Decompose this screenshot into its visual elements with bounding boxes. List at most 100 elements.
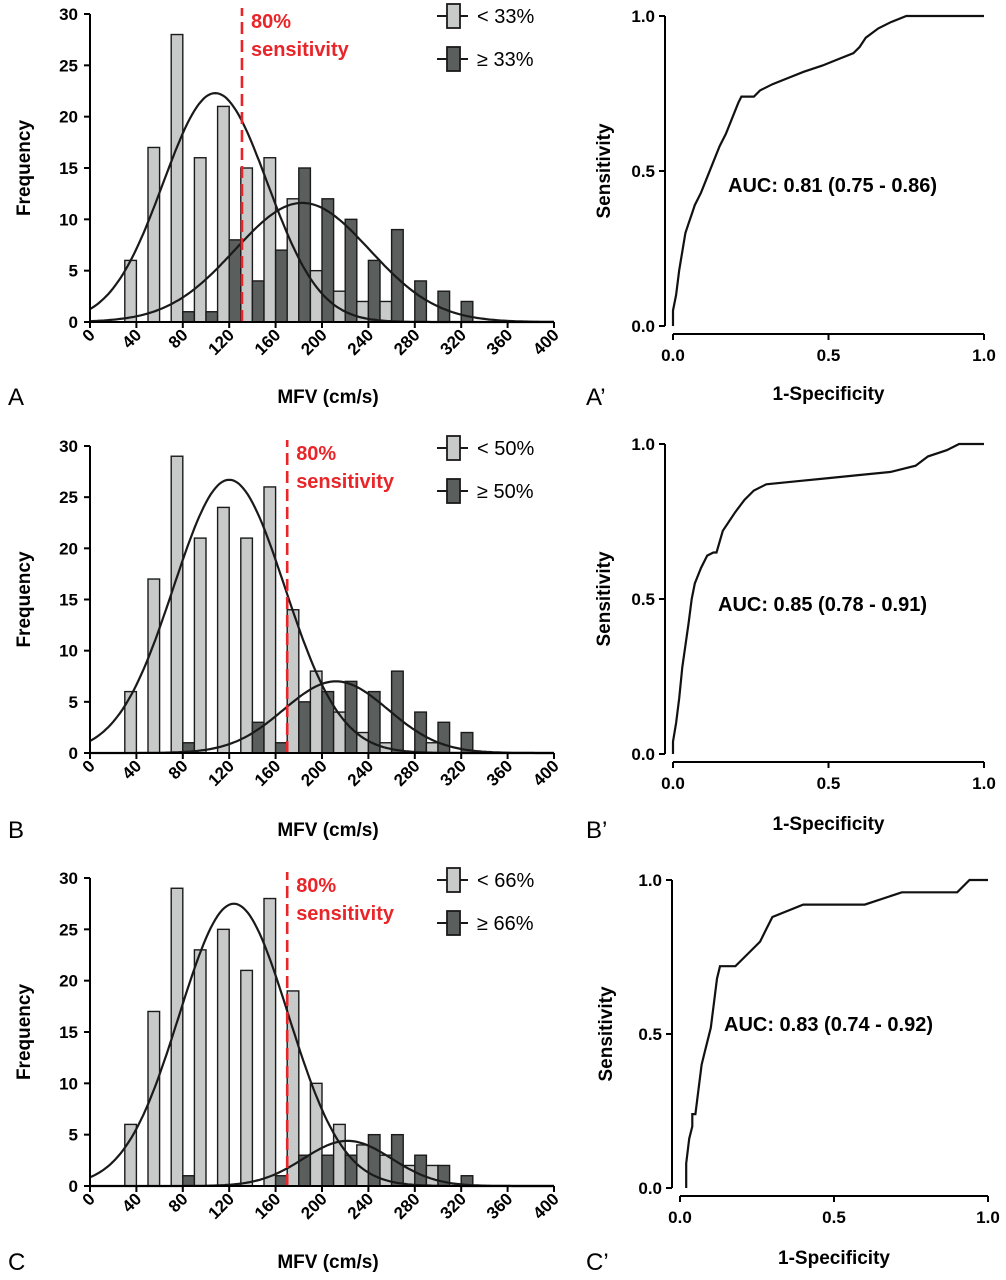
histogram-bar — [414, 280, 428, 323]
x-tick-label: 0.5 — [822, 1208, 846, 1227]
x-tick-label: 200 — [297, 325, 330, 358]
y-tick-label: 0.0 — [638, 1179, 662, 1198]
x-tick-label: 360 — [483, 1189, 516, 1222]
panel-label: B — [8, 817, 24, 844]
histogram-bar — [216, 105, 230, 323]
x-axis-label: MFV (cm/s) — [277, 1252, 378, 1273]
histogram-bar — [263, 157, 277, 323]
auc-annotation: AUC: 0.83 (0.74 - 0.92) — [724, 1014, 933, 1036]
roc-panel-3: 0.0 0.0 0.5 0.5 1.0 1.0 AUC: 0.85 (0.78 - 0.91… — [586, 435, 996, 844]
x-tick-label: 1.0 — [972, 774, 996, 793]
y-axis-label: Frequency — [14, 984, 35, 1081]
histogram-bar — [147, 578, 161, 754]
x-tick-label: 200 — [297, 756, 330, 789]
histogram-bar — [124, 690, 138, 754]
x-tick-label: 280 — [390, 1189, 423, 1222]
histogram-bar — [263, 897, 277, 1187]
legend-swatch — [446, 478, 461, 504]
y-tick-label: 0.5 — [631, 590, 655, 609]
histogram-bar — [286, 609, 300, 754]
legend-swatch — [446, 910, 461, 936]
x-tick-label: 1.0 — [972, 346, 996, 365]
x-tick-label: 120 — [205, 325, 238, 358]
histogram-bar — [344, 1154, 358, 1187]
x-tick-label: 360 — [483, 756, 516, 789]
panel-label: C’ — [586, 1249, 609, 1276]
y-tick-label: 10 — [59, 210, 78, 229]
y-tick-label: 1.0 — [631, 7, 655, 26]
histogram-bar — [321, 1154, 335, 1187]
x-tick-label: 0.0 — [661, 774, 685, 793]
y-tick-label: 30 — [59, 5, 78, 24]
histogram-bar — [298, 701, 312, 754]
x-tick-label: 160 — [251, 325, 284, 358]
histogram-panel-b: 80% sensitivity 0 5 10 15 20 25 30 0 40 80 120 160 200… — [8, 435, 563, 844]
x-tick-label: 200 — [297, 1189, 330, 1222]
x-tick-label: 80 — [165, 325, 192, 352]
y-tick-label: 25 — [59, 56, 78, 75]
x-tick-label: 400 — [529, 325, 562, 358]
y-tick-label: 30 — [59, 437, 78, 456]
histogram-bar — [379, 300, 393, 323]
x-tick-label: 0 — [79, 1189, 99, 1209]
y-tick-label: 10 — [59, 1074, 78, 1093]
y-tick-label: 25 — [59, 488, 78, 507]
x-axis-label: MFV (cm/s) — [277, 820, 378, 841]
threshold-label: 80% — [296, 443, 336, 465]
x-tick-label: 320 — [437, 325, 470, 358]
auc-annotation: AUC: 0.81 (0.75 - 0.86) — [728, 175, 937, 197]
x-tick-label: 400 — [529, 1189, 562, 1222]
y-tick-label: 10 — [59, 642, 78, 661]
y-axis-label: Frequency — [14, 120, 35, 217]
y-axis-label: Sensitivity — [594, 123, 615, 218]
legend-label: < 50% — [477, 438, 534, 460]
y-tick-label: 0.0 — [631, 745, 655, 764]
x-tick-label: 0.0 — [661, 346, 685, 365]
x-tick-label: 280 — [390, 325, 423, 358]
panel-label: C — [8, 1249, 25, 1276]
legend-label: < 33% — [477, 6, 534, 28]
x-tick-label: 400 — [529, 756, 562, 789]
histogram-panel-c: 80% sensitivity 0 5 10 15 20 25 30 0 40 80 120 160 200… — [8, 867, 563, 1276]
y-tick-label: 5 — [69, 1126, 78, 1145]
y-axis-label: Frequency — [14, 551, 35, 648]
threshold-label: sensitivity — [296, 471, 395, 493]
y-axis-label: Sensitivity — [594, 551, 615, 646]
legend-swatch — [446, 867, 461, 893]
y-tick-label: 30 — [59, 869, 78, 888]
x-tick-label: 280 — [390, 756, 423, 789]
y-tick-label: 20 — [59, 539, 78, 558]
threshold-label: sensitivity — [296, 903, 395, 925]
histogram-bar — [216, 506, 230, 754]
x-tick-label: 1.0 — [976, 1208, 1000, 1227]
threshold-label: sensitivity — [251, 39, 350, 61]
y-tick-label: 15 — [59, 591, 78, 610]
threshold-label: 80% — [251, 11, 291, 33]
x-tick-label: 0.0 — [668, 1208, 692, 1227]
histogram-bar — [170, 455, 184, 754]
roc-curve — [685, 878, 988, 1188]
histogram-bar — [263, 486, 277, 754]
roc-curve — [671, 442, 984, 754]
x-tick-label: 40 — [118, 325, 145, 352]
histogram-bar — [193, 157, 207, 323]
legend-swatch — [446, 435, 461, 461]
auc-annotation: AUC: 0.85 (0.78 - 0.91) — [718, 594, 927, 616]
histogram-bar — [251, 280, 265, 323]
y-tick-label: 0.5 — [638, 1025, 662, 1044]
y-tick-label: 5 — [69, 693, 78, 712]
histogram-bar — [274, 1175, 288, 1187]
legend-label: ≥ 33% — [477, 49, 534, 71]
x-tick-label: 160 — [251, 1189, 284, 1222]
legend-swatch — [446, 3, 461, 29]
histogram-bar — [309, 269, 323, 323]
panel-label: A’ — [586, 384, 606, 411]
histogram-bar — [344, 680, 358, 754]
histogram-bar — [309, 1082, 323, 1187]
x-tick-label: 240 — [344, 325, 377, 358]
x-tick-label: 360 — [483, 325, 516, 358]
x-tick-label: 80 — [165, 1189, 192, 1216]
roc-panel-5: 0.0 0.0 0.5 0.5 1.0 1.0 AUC: 0.83 (0.74 - 0.92… — [586, 871, 1000, 1276]
histogram-bar — [147, 146, 161, 323]
x-tick-label: 160 — [251, 756, 284, 789]
